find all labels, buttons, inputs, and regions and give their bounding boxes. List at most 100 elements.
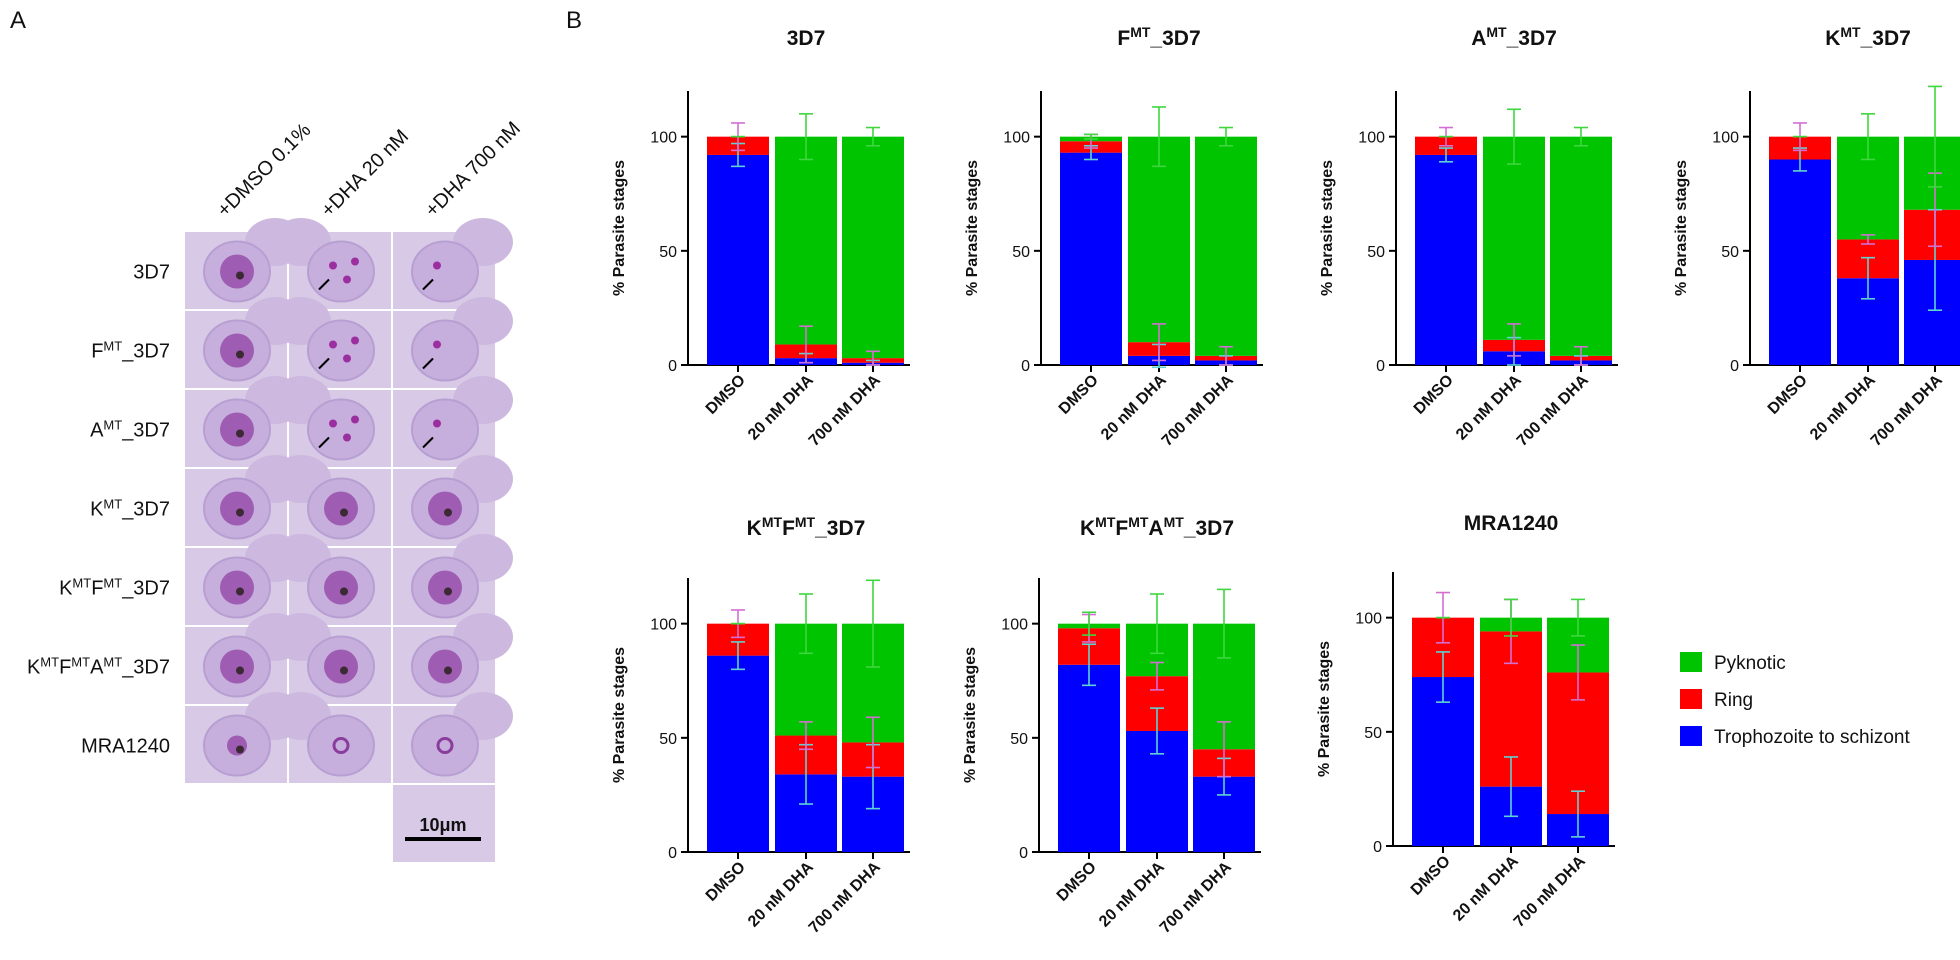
row-label-part: _3D7	[121, 420, 170, 442]
arrow	[318, 357, 330, 370]
y-tick-label: 0	[668, 358, 677, 375]
hemozoin	[340, 666, 348, 675]
y-axis-label: % Parasite stages	[1316, 641, 1333, 777]
chart-title: KMTFMT_3D7	[747, 514, 866, 540]
ring-parasite	[436, 737, 454, 754]
chart-title-part: 3D7	[787, 27, 826, 50]
pyknotic-parasite	[433, 340, 441, 349]
bar-segment	[842, 136, 904, 359]
pyknotic-parasite	[351, 257, 359, 266]
red-blood-cell	[307, 319, 375, 382]
chart-title-part: A	[1148, 517, 1163, 540]
x-tick-label: 700 nM DHA	[806, 371, 884, 449]
row-label: AMT_3D7	[90, 417, 170, 442]
bar-segment	[1550, 136, 1612, 356]
parasite	[220, 570, 254, 605]
error-bar	[1219, 126, 1233, 147]
pyknotic-parasite	[351, 415, 359, 424]
chart-title-part: F	[1115, 517, 1128, 540]
error-bar	[1861, 234, 1875, 245]
row-label: 3D7	[133, 262, 170, 284]
parasite	[428, 570, 462, 605]
chart-title: FMT_3D7	[1117, 24, 1200, 50]
parasite	[220, 491, 254, 526]
row-label-part: MT	[103, 654, 122, 669]
chart-title-part: K	[747, 517, 762, 540]
x-tick-label: 20 nM DHA	[745, 858, 817, 930]
error-bar	[1152, 106, 1166, 168]
panel-label: A	[10, 7, 26, 34]
error-bar	[1507, 323, 1521, 357]
row-label-part: K	[90, 499, 104, 521]
error-bar	[1574, 126, 1588, 147]
red-blood-cell	[411, 240, 479, 303]
error-bar	[1574, 345, 1588, 366]
x-tick-label: 700 nM DHA	[1514, 371, 1592, 449]
legend-swatch	[1680, 652, 1702, 672]
pyknotic-parasite	[351, 336, 359, 345]
x-tick-label: DMSO	[1056, 372, 1102, 418]
row-label-part: _3D7	[121, 499, 170, 521]
x-tick-label: DMSO	[1411, 372, 1457, 418]
arrow	[422, 436, 434, 449]
error-bar	[1504, 756, 1518, 818]
red-blood-cell	[411, 319, 479, 382]
hemozoin	[444, 508, 452, 517]
y-tick-label: 100	[650, 617, 677, 634]
parasite	[324, 649, 358, 684]
hemozoin	[236, 587, 244, 596]
red-blood-cell	[411, 714, 479, 777]
parasite	[220, 333, 254, 368]
error-bar	[1504, 598, 1518, 637]
row-label-part: MT	[71, 654, 90, 669]
chart-title-part: F	[782, 517, 795, 540]
parasite	[227, 735, 247, 756]
y-axis-label: % Parasite stages	[964, 160, 981, 296]
y-tick-label: 100	[1358, 130, 1385, 147]
row-label-part: K	[27, 657, 41, 679]
row-label-part: A	[90, 420, 104, 442]
bar-segment	[775, 136, 837, 345]
chart-title-part: _3D7	[1183, 517, 1234, 540]
pyknotic-parasite	[433, 261, 441, 270]
arrow	[422, 278, 434, 291]
error-bar	[866, 579, 880, 668]
error-bar	[799, 113, 813, 161]
chart-title-part: MT	[1486, 24, 1507, 40]
y-tick-label: 100	[1003, 130, 1030, 147]
pyknotic-parasite	[329, 340, 337, 349]
bar-segment	[707, 154, 769, 365]
chart-title-part: _3D7	[1860, 27, 1911, 50]
chart-title: MRA1240	[1464, 512, 1559, 535]
arrow	[318, 436, 330, 449]
bar-segment	[1904, 209, 1960, 260]
error-bar	[799, 325, 813, 364]
error-bar	[866, 350, 880, 366]
hemozoin	[444, 666, 452, 675]
column-header: +DMSO 0.1%	[213, 119, 316, 222]
row-label-part: MRA1240	[81, 736, 170, 758]
error-bar	[1439, 147, 1453, 163]
error-bar	[1082, 611, 1096, 636]
bar-segment	[1128, 136, 1190, 343]
x-tick-label: 700 nM DHA	[1159, 371, 1237, 449]
x-tick-label: 20 nM DHA	[1450, 852, 1522, 924]
parasite	[220, 649, 254, 684]
row-label: KMTFMT_3D7	[59, 575, 170, 600]
hemozoin	[236, 271, 244, 280]
y-tick-label: 0	[1373, 839, 1382, 856]
chart-title-part: MT	[1130, 24, 1151, 40]
error-bar	[1861, 256, 1875, 300]
column-header: +DHA 700 nM	[421, 118, 525, 222]
error-bar	[1150, 661, 1164, 691]
pyknotic-parasite	[343, 275, 351, 284]
error-bar	[1152, 323, 1166, 362]
error-bar	[1082, 643, 1096, 687]
scale-bar-label: 10μm	[419, 815, 466, 835]
parasite	[324, 570, 358, 605]
chart-title-part: A	[1471, 27, 1486, 50]
x-tick-label: 700 nM DHA	[1511, 852, 1589, 930]
arrow	[422, 357, 434, 370]
hemozoin	[444, 587, 452, 596]
chart-title: KMT_3D7	[1825, 24, 1911, 50]
